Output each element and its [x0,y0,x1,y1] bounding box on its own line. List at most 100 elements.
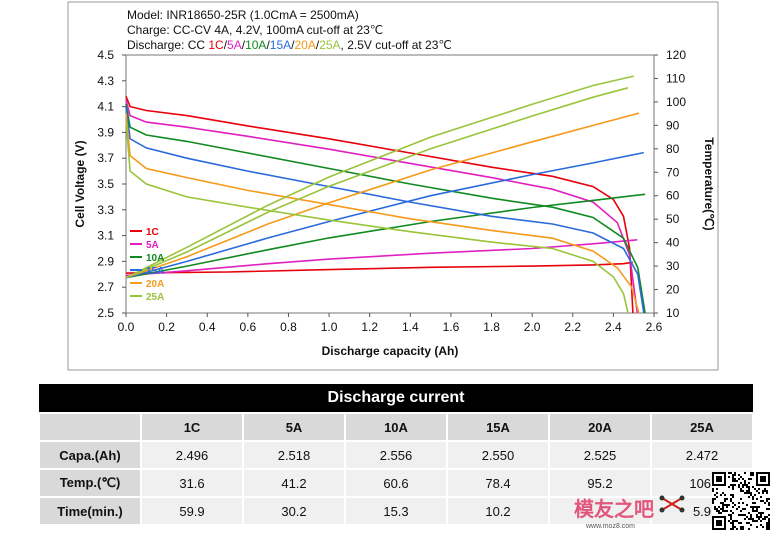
qr-module [752,498,754,500]
qr-module [722,510,724,512]
qr-module [750,472,752,474]
qr-module [748,528,750,530]
table-cell: 59.9 [140,496,244,526]
row-label: Temp.(℃) [38,468,142,498]
qr-module [766,508,768,510]
temperature-line-20a [125,112,640,279]
qr-module [752,518,754,520]
qr-module [742,478,744,480]
x-tick-label: 1.2 [361,320,378,334]
qr-module [742,508,744,510]
qr-module [760,496,762,498]
column-header: 5A [242,412,346,442]
qr-module [740,488,742,490]
qr-module [732,520,734,522]
qr-module [750,514,752,516]
qr-module [762,518,764,520]
qr-module [728,504,730,506]
qr-module [760,524,762,526]
voltage-line-1c [125,96,634,314]
qr-module [724,494,726,496]
qr-module [730,484,732,486]
qr-module [732,496,734,498]
x-tick-label: 1.8 [483,320,500,334]
qr-module [746,492,748,494]
discharge-title-part: 1C [208,38,224,52]
table-title: Discharge current [39,384,753,413]
qr-module [722,508,724,510]
qr-module [730,472,732,474]
qr-module [728,514,730,516]
table-cell: 2.472 [650,440,754,470]
qr-module [720,502,722,504]
y-tick-label: 3.9 [97,125,114,139]
qr-module [766,498,768,500]
y-tick-label: 4.5 [97,48,114,62]
x-tick-label: 2.0 [524,320,541,334]
qr-module [742,528,744,530]
table-cell: 60.6 [344,468,448,498]
discharge-title-part: / [224,38,228,52]
qr-finder [716,520,722,526]
qr-module [760,514,762,516]
table-cell: 2.496 [140,440,244,470]
qr-module [746,522,748,524]
qr-module [744,482,746,484]
column-header: 1C [140,412,244,442]
qr-module [720,494,722,496]
qr-module [732,480,734,482]
qr-module [726,506,728,508]
qr-module [740,510,742,512]
qr-module [766,526,768,528]
table-cell: 30.2 [242,496,346,526]
qr-module [742,502,744,504]
qr-module [726,510,728,512]
y-tick-label: 2.7 [97,280,114,294]
qr-module [732,488,734,490]
discharge-title-part: / [316,38,320,52]
y2-tick-label: 70 [666,165,680,179]
qr-module [722,502,724,504]
qr-module [732,524,734,526]
qr-module [718,506,720,508]
qr-module [732,528,734,530]
qr-module [742,526,744,528]
qr-module [732,506,734,508]
qr-module [716,510,718,512]
qr-module [758,506,760,508]
qr-module [750,516,752,518]
chart-area: 0.0 0.2 0.4 0.6 0.8 1.0 1.2 1.4 1.6 1.8 2.0 2.2 2.4 2… [67,1,719,371]
y2-tick-label: 50 [666,212,680,226]
x-tick-label: 0.6 [240,320,257,334]
qr-module [724,504,726,506]
qr-module [750,506,752,508]
discharge-title-part: / [291,38,295,52]
discharge-title-part: / [242,38,246,52]
qr-module [716,488,718,490]
qr-module [744,472,746,474]
legend-entry: 15A [146,266,164,277]
y2-tick-label: 30 [666,259,680,273]
qr-module [716,496,718,498]
qr-module [714,508,716,510]
y-tick-label: 3.7 [97,151,114,165]
qr-module [732,522,734,524]
qr-module [732,502,734,504]
discharge-title-part: 10A [245,38,266,52]
chart-title-line-2: Charge: CC-CV 4A, 4.2V, 100mA cut-off at… [127,23,383,37]
qr-module [758,512,760,514]
qr-module [750,518,752,520]
chart-frame [67,1,719,371]
qr-module [736,528,738,530]
qr-module [732,494,734,496]
qr-module [752,486,754,488]
y-tick-label: 3.3 [97,203,114,217]
qr-module [714,498,716,500]
qr-module [748,488,750,490]
y2-tick-label: 90 [666,118,680,132]
qr-module [736,508,738,510]
qr-module [752,502,754,504]
qr-module [746,490,748,492]
y2-axis-label: Temperature(℃) [702,137,716,230]
qr-module [768,498,770,500]
